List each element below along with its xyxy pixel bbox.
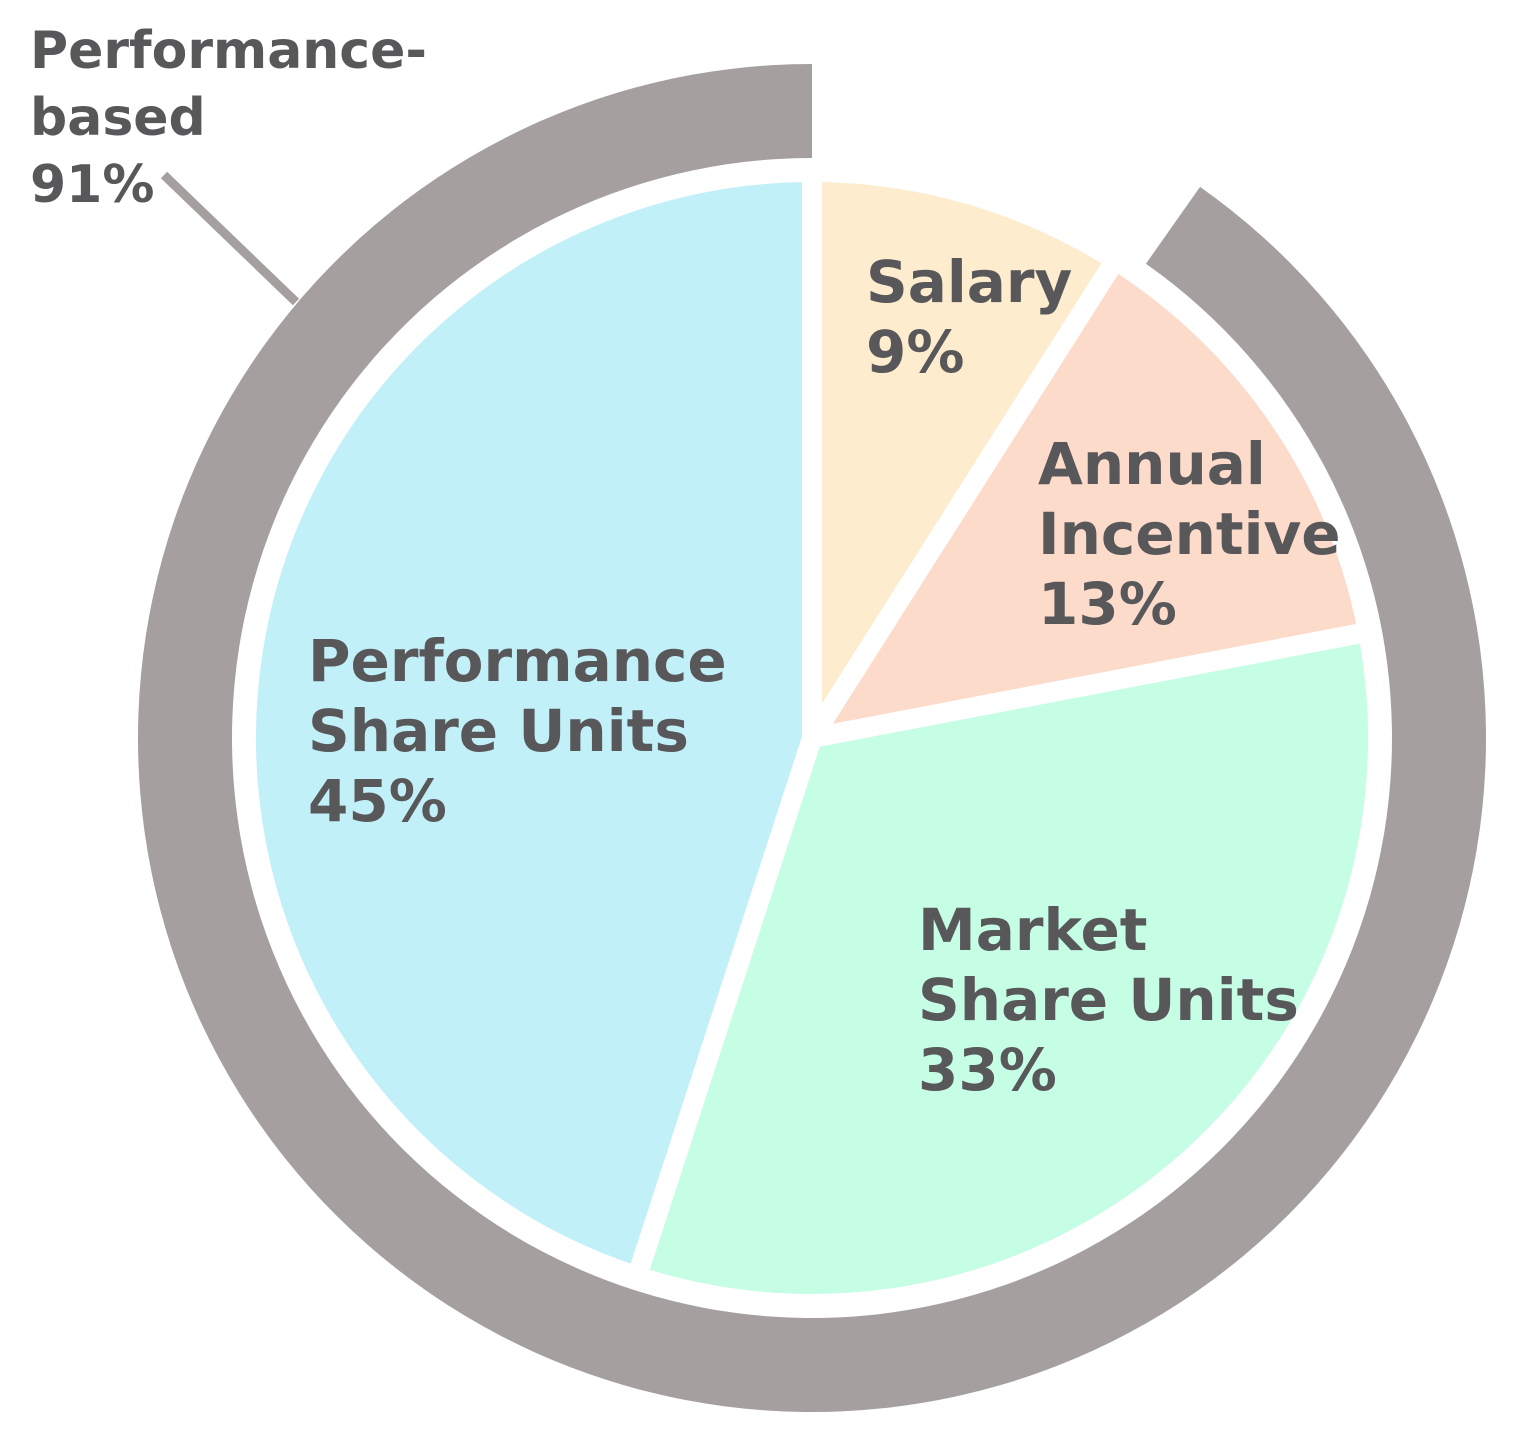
ring-leader-line [160, 171, 300, 306]
slice-annual-incentive [802, 250, 1378, 748]
ring-label-performance-based: Performance-based 91% [30, 21, 427, 215]
slice-label-performance-share-units: Performance Share Units 45% [308, 627, 727, 835]
slice-salary [802, 162, 1126, 748]
outer-ring-layer [138, 64, 1486, 1413]
pie-slices-layer [235, 162, 1388, 1314]
slice-label-annual-incentive: Annual Incentive 13% [1038, 430, 1341, 638]
slice-label-market-share-units: Market Share Units 33% [918, 896, 1299, 1104]
slice-market-share-units [627, 621, 1388, 1314]
pie-labels-layer: Salary 9% Annual Incentive 13% Market Share Un… [30, 21, 1341, 1104]
slice-label-salary: Salary 9% [866, 248, 1072, 386]
slice-performance-share-units [235, 162, 822, 1287]
